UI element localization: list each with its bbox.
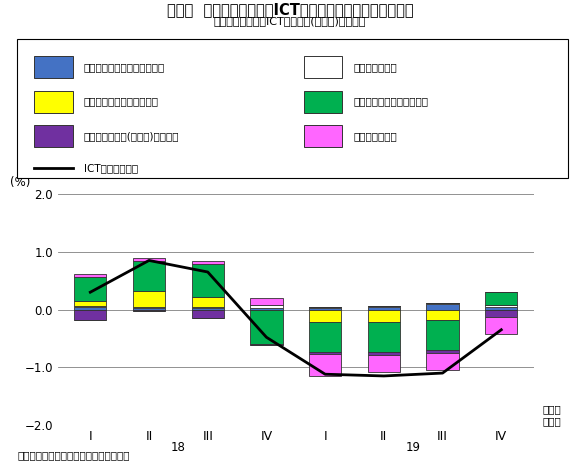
Bar bbox=[485, 292, 517, 305]
Bar bbox=[485, 317, 517, 334]
Bar bbox=[74, 274, 107, 277]
Bar bbox=[251, 298, 282, 305]
Y-axis label: (%): (%) bbox=[10, 176, 30, 189]
Bar bbox=[34, 125, 72, 147]
Bar bbox=[309, 307, 341, 308]
Bar bbox=[304, 56, 342, 78]
Bar bbox=[485, 307, 517, 310]
Text: （期）: （期） bbox=[542, 404, 561, 414]
Bar bbox=[133, 258, 165, 261]
Bar bbox=[309, 308, 341, 310]
Bar bbox=[309, 352, 341, 354]
Bar bbox=[485, 305, 517, 307]
Text: ICT関連・寄与度: ICT関連・寄与度 bbox=[84, 163, 137, 173]
Bar bbox=[133, 291, 165, 307]
Text: 半導体等電子部品・寄与度: 半導体等電子部品・寄与度 bbox=[84, 97, 158, 107]
Bar bbox=[368, 355, 400, 372]
Bar bbox=[485, 310, 517, 317]
Bar bbox=[309, 310, 341, 322]
Bar bbox=[368, 307, 400, 310]
Bar bbox=[251, 305, 282, 309]
Bar bbox=[74, 307, 107, 310]
Bar bbox=[426, 353, 459, 370]
Text: 半導体等製造装置・寄与度: 半導体等製造装置・寄与度 bbox=[353, 97, 429, 107]
Text: 18: 18 bbox=[171, 441, 186, 454]
Bar bbox=[191, 264, 224, 298]
Bar bbox=[426, 304, 459, 310]
Bar bbox=[304, 91, 342, 113]
Text: （出所）財務省「貿易統計」から作成。: （出所）財務省「貿易統計」から作成。 bbox=[17, 450, 130, 460]
Bar bbox=[426, 350, 459, 353]
Text: 図表８  輸出総額に占めるICT関連輸出（品目別）の寄与度: 図表８ 輸出総額に占めるICT関連輸出（品目別）の寄与度 bbox=[166, 2, 414, 17]
Bar bbox=[74, 302, 107, 306]
Bar bbox=[191, 309, 224, 310]
Bar bbox=[426, 320, 459, 350]
Bar bbox=[133, 261, 165, 291]
Bar bbox=[251, 309, 282, 310]
Bar bbox=[368, 306, 400, 307]
FancyBboxPatch shape bbox=[17, 39, 568, 178]
Bar bbox=[368, 352, 400, 355]
Bar bbox=[426, 303, 459, 304]
Text: 輸出総額に占めるICT関連輸出(品目別)の寄与度: 輸出総額に占めるICT関連輸出(品目別)の寄与度 bbox=[214, 16, 366, 26]
Bar bbox=[133, 307, 165, 309]
Bar bbox=[309, 322, 341, 352]
Bar bbox=[191, 307, 224, 309]
Bar bbox=[74, 306, 107, 307]
Bar bbox=[251, 344, 282, 345]
Bar bbox=[426, 310, 459, 320]
Bar bbox=[74, 277, 107, 302]
Bar bbox=[133, 309, 165, 310]
Bar bbox=[309, 354, 341, 376]
Bar bbox=[74, 310, 107, 320]
Bar bbox=[34, 91, 72, 113]
Bar bbox=[304, 125, 342, 147]
Text: 19: 19 bbox=[406, 441, 420, 454]
Bar bbox=[191, 261, 224, 264]
Bar bbox=[368, 310, 400, 322]
Text: 通信機・寄与度: 通信機・寄与度 bbox=[353, 62, 397, 72]
Bar bbox=[34, 56, 72, 78]
Bar bbox=[368, 322, 400, 352]
Bar bbox=[251, 310, 282, 344]
Text: 音響・映像機器(含部品)・寄与度: 音響・映像機器(含部品)・寄与度 bbox=[84, 131, 179, 141]
Bar bbox=[133, 310, 165, 311]
Bar bbox=[191, 298, 224, 307]
Bar bbox=[191, 310, 224, 318]
Text: その他・寄与度: その他・寄与度 bbox=[353, 131, 397, 141]
Text: （年）: （年） bbox=[542, 416, 561, 426]
Text: 電算機類（含部品）・寄与度: 電算機類（含部品）・寄与度 bbox=[84, 62, 165, 72]
